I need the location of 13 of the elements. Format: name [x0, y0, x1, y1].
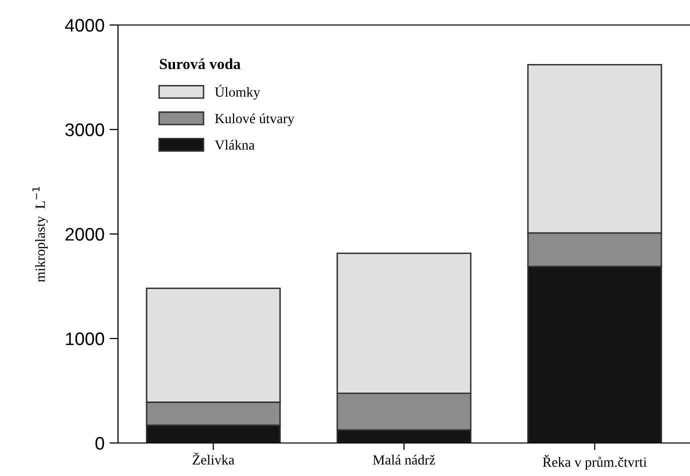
- legend-label: Vlákna: [214, 140, 255, 150]
- x-tick-label: Malá nádrž: [372, 454, 436, 465]
- x-tick-label: Řeka v prům.čtvrti: [542, 454, 647, 470]
- legend-label: Úlomky: [214, 84, 260, 100]
- legend-label: Kulové útvary: [215, 113, 294, 126]
- legend-title: Surová voda: [160, 58, 241, 70]
- y-tick-label: 1000: [66, 332, 104, 346]
- y-tick-label: 0: [95, 436, 104, 450]
- y-axis-title: mikroplasty L$^{−1}$: [32, 186, 48, 282]
- y-tick-label: 3000: [65, 123, 104, 136]
- y-tick-label: 2000: [66, 228, 104, 241]
- x-tick-label: Želivka: [192, 452, 234, 465]
- y-tick-label: 4000: [65, 18, 104, 32]
